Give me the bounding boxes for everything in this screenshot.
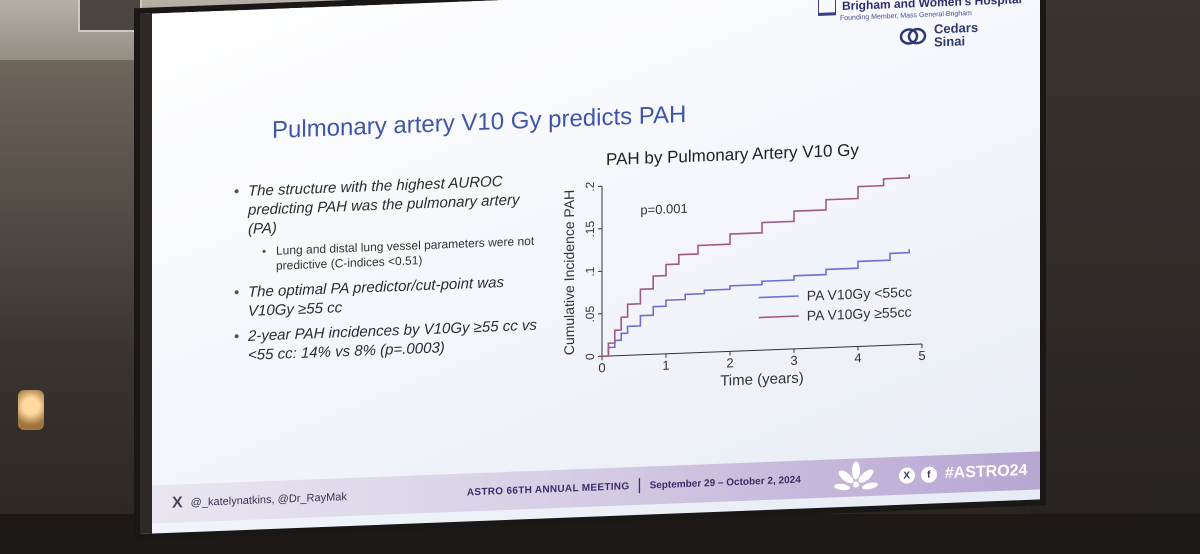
room-wall-right: [1030, 0, 1200, 554]
social-icons: X f: [898, 466, 937, 484]
bullet-1: The structure with the highest AUROC pre…: [232, 170, 552, 239]
bwh-logo-icon: [818, 0, 836, 16]
bullet-2: The optimal PA predictor/cut-point was V…: [232, 271, 552, 321]
x-tick-label: 0: [598, 360, 605, 375]
legend-label-2: PA V10Gy ≥55cc: [807, 304, 912, 324]
sub-bullet-1: Lung and distal lung vessel parameters w…: [262, 233, 552, 274]
x-social-icon: X: [898, 467, 915, 484]
meeting-name: ASTRO 66TH ANNUAL MEETING: [466, 480, 630, 498]
footer-separator: |: [637, 476, 642, 494]
x-tick-label: 1: [662, 358, 669, 373]
y-tick-label: 0: [583, 353, 597, 361]
hospital-logos: Brigham and Women's Hospital Founding Me…: [818, 0, 1022, 53]
wall-lamp: [18, 390, 44, 430]
p-value-annotation: p=0.001: [640, 201, 687, 218]
x-tick-label: 2: [726, 355, 733, 370]
astro-flower-logo-icon: [833, 461, 878, 491]
series-line-1: [602, 249, 910, 358]
x-axis-label: Time (years): [720, 370, 804, 390]
bullet-3: 2-year PAH incidences by V10Gy ≥55 cc vs…: [232, 315, 552, 365]
cedars-sinai-logo-icon: [899, 27, 927, 45]
facebook-icon: f: [920, 466, 937, 484]
y-axis-label: Cumulative Incidence PAH: [561, 190, 577, 356]
x-axis-line: [602, 343, 922, 357]
slide-footer: X @_katelynatkins, @Dr_RayMak ASTRO 66TH…: [152, 451, 1040, 524]
y-tick-label: .05: [583, 305, 597, 323]
bullet-list: The structure with the highest AUROC pre…: [232, 170, 552, 371]
ceiling-vent: [78, 0, 142, 32]
chart-plot: 0 1 2 3 4 5 0 .05 .1 .15 .2 Time (years) Cumulative …: [561, 174, 926, 390]
x-tick-label: 5: [918, 348, 925, 363]
legend-label-1: PA V10Gy <55cc: [807, 284, 912, 304]
legend-swatch-1: [758, 295, 799, 299]
screen-frame: [140, 13, 152, 535]
y-tick-label: .15: [583, 220, 597, 238]
y-tick-label: .1: [583, 266, 597, 277]
slide-title: Pulmonary artery V10 Gy predicts PAH: [272, 101, 687, 144]
x-tick-label: 3: [790, 353, 797, 368]
y-tick-label: .2: [583, 181, 597, 192]
meeting-dates: September 29 – October 2, 2024: [649, 474, 801, 491]
x-tick-label: 4: [854, 350, 861, 365]
projection-screen: Brigham and Women's Hospital Founding Me…: [140, 0, 1040, 535]
hashtag: #ASTRO24: [944, 461, 1028, 483]
cedars-name-line2: Sinai: [934, 33, 966, 50]
series-line-2: [602, 174, 910, 358]
x-logo-icon: X: [172, 494, 183, 512]
legend-swatch-2: [758, 315, 799, 319]
twitter-handles: @_katelynatkins, @Dr_RayMak: [190, 491, 347, 510]
km-chart: PAH by Pulmonary Artery V10 Gy 0 1 2 3 4 5 0.0…: [532, 131, 992, 419]
